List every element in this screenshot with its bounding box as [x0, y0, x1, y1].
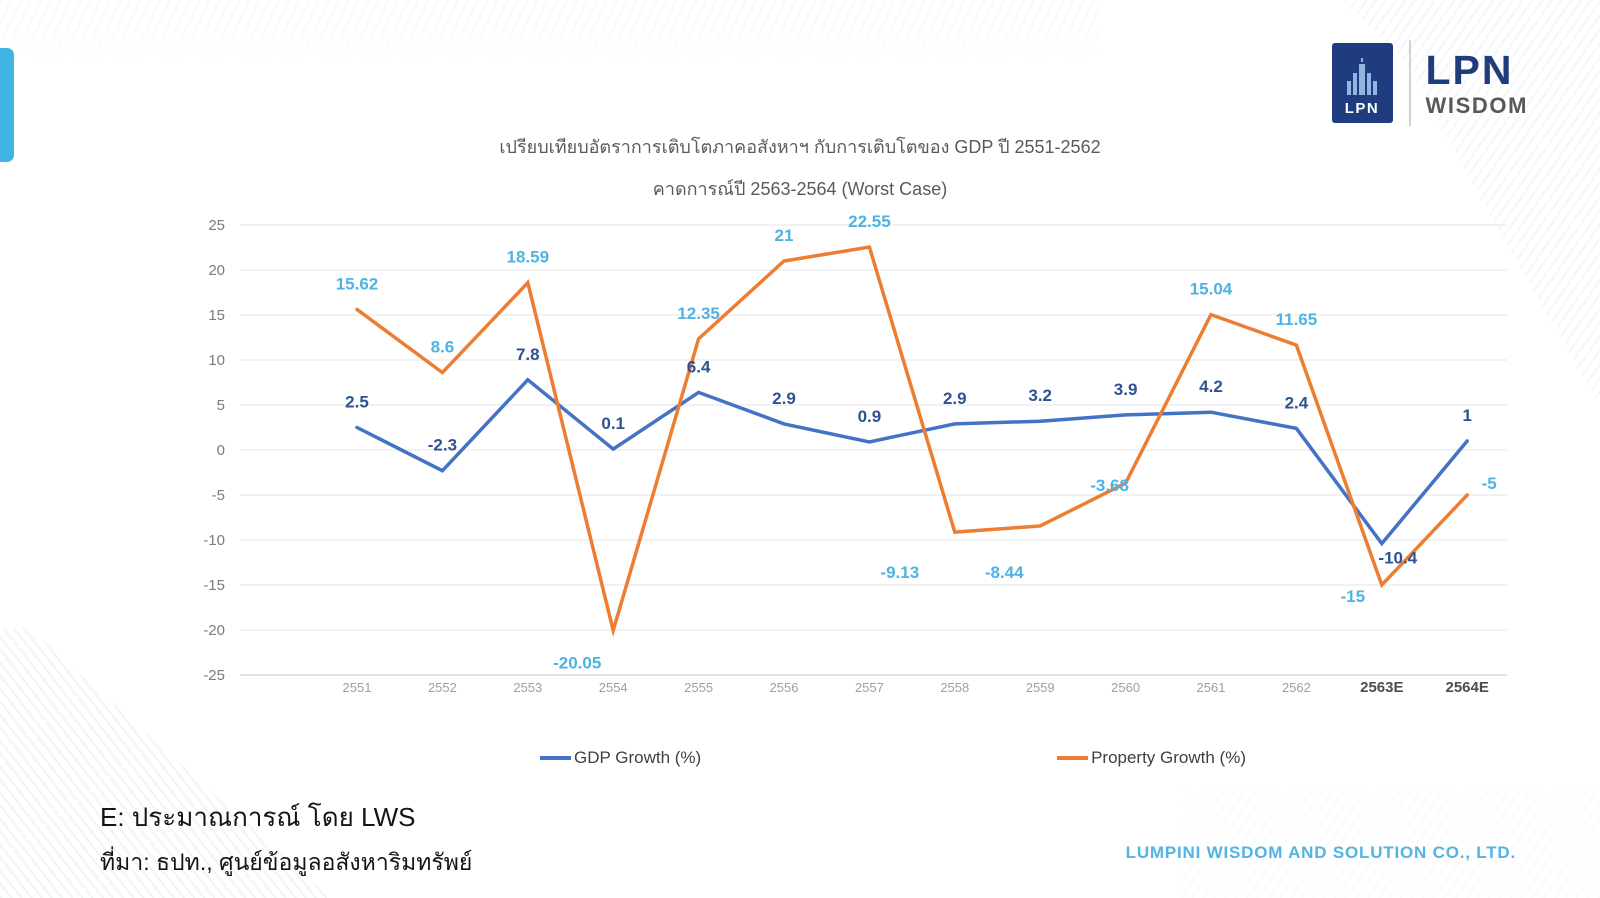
legend-item-gdp: GDP Growth (%): [540, 748, 701, 768]
y-axis-tick: 10: [208, 352, 225, 369]
x-axis-label: 2555: [684, 680, 713, 695]
y-axis-tick: 20: [208, 262, 225, 279]
source-note: ที่มา: ธปท., ศูนย์ข้อมูลอสังหาริมทรัพย์: [100, 849, 473, 875]
gdp-data-label: 2.9: [943, 389, 967, 408]
x-axis-label: 2557: [855, 680, 884, 695]
x-axis-label: 2559: [1026, 680, 1055, 695]
property-data-label: 18.59: [507, 248, 550, 267]
gdp-data-label: 0.1: [601, 414, 625, 433]
chart-title: เปรียบเทียบอัตราการเติบโตภาคอสังหาฯ กับก…: [499, 137, 1101, 157]
x-axis-label: 2553: [513, 680, 542, 695]
property-data-label: -3.68: [1090, 476, 1129, 495]
property-data-label: 15.04: [1190, 280, 1233, 299]
x-axis-label: 2560: [1111, 680, 1140, 695]
y-axis-tick: -20: [203, 622, 225, 639]
chart-title-block: เปรียบเทียบอัตราการเติบโตภาคอสังหาฯ กับก…: [0, 132, 1600, 203]
property-data-label: 11.65: [1276, 310, 1318, 329]
legend-item-property: Property Growth (%): [1057, 748, 1246, 768]
left-accent-bar: [0, 48, 14, 162]
y-axis-tick: 0: [217, 442, 225, 459]
x-axis-label: 2556: [770, 680, 799, 695]
company-name: LUMPINI WISDOM AND SOLUTION CO., LTD.: [1125, 843, 1516, 862]
x-axis-label: 2562: [1282, 680, 1311, 695]
property-data-label: -15: [1341, 587, 1366, 606]
gdp-data-label: 1: [1462, 406, 1471, 425]
gdp-legend-swatch: [540, 756, 571, 760]
property-data-label: 21: [775, 226, 794, 245]
footer-note: E: ประมาณการณ์ โดย LWS ที่มา: ธปท., ศูนย…: [100, 797, 472, 881]
lpn-wisdom-logo: LPN LPN WISDOM: [1331, 40, 1528, 126]
logo-badge-label: LPN: [1344, 100, 1380, 117]
lpn-logo-badge: LPN: [1331, 43, 1393, 123]
property-data-label: -20.05: [553, 653, 601, 672]
x-axis-label: 2558: [940, 680, 969, 695]
logo-brand-text: LPN WISDOM: [1425, 46, 1528, 118]
growth-comparison-line-chart: 25 20 15 10 5 0 -5 -10 -15 -20 -25 2551 2552 2553 2554…: [203, 212, 1507, 696]
y-axis-tick: -15: [203, 577, 225, 594]
property-data-label: 8.6: [431, 338, 455, 357]
property-legend-label: Property Growth (%): [1091, 748, 1246, 767]
y-axis-tick: 15: [208, 307, 225, 324]
y-axis-tick: 5: [217, 397, 225, 414]
logo-divider: [1408, 40, 1411, 126]
property-data-label: -9.13: [880, 563, 919, 582]
estimate-note: E: ประมาณการณ์ โดย LWS: [100, 802, 416, 832]
property-data-label: 22.55: [848, 212, 891, 231]
gdp-data-label: 2.4: [1285, 393, 1309, 412]
x-axis-label: 2561: [1197, 680, 1226, 695]
chart-subtitle: คาดการณ์ปี 2563-2564 (Worst Case): [652, 179, 948, 199]
chart-legend: GDP Growth (%) Property Growth (%): [540, 748, 1246, 768]
gdp-data-label: 4.2: [1199, 377, 1223, 396]
gdp-data-label: 7.8: [516, 345, 540, 364]
building-icon: [1347, 58, 1378, 95]
gdp-data-label: 0.9: [858, 407, 882, 426]
logo-brand-lpn: LPN: [1425, 46, 1514, 93]
property-legend-swatch: [1057, 756, 1089, 760]
property-data-label: 15.62: [336, 274, 379, 293]
y-axis-tick: 25: [208, 217, 225, 234]
property-data-label: 12.35: [677, 304, 720, 323]
property-data-label: -8.44: [985, 563, 1024, 582]
top-hatch-texture: [0, 0, 1100, 64]
y-axis-tick: -5: [212, 487, 225, 504]
x-axis-label: 2551: [343, 680, 372, 695]
logo-brand-wisdom: WISDOM: [1425, 92, 1528, 118]
gdp-data-label: -10.4: [1378, 549, 1417, 568]
gdp-data-label: 3.2: [1028, 386, 1052, 405]
gdp-data-label: 6.4: [687, 357, 711, 376]
x-axis-label: 2564E: [1446, 679, 1489, 696]
gdp-legend-label: GDP Growth (%): [574, 748, 702, 767]
x-axis-label: 2552: [428, 680, 457, 695]
gdp-data-label: 3.9: [1114, 380, 1138, 399]
gdp-data-label: -2.3: [428, 436, 457, 455]
gdp-growth-line: [355, 377, 1469, 547]
x-axis-label: 2563E: [1360, 679, 1403, 696]
property-data-label: -5: [1482, 474, 1497, 493]
property-growth-line: [355, 245, 1469, 638]
gdp-data-label: 2.9: [772, 389, 796, 408]
y-axis-tick: -10: [203, 532, 225, 549]
y-axis-tick: -25: [203, 667, 225, 684]
gdp-data-label: 2.5: [345, 393, 369, 412]
x-axis-label: 2554: [599, 680, 628, 695]
